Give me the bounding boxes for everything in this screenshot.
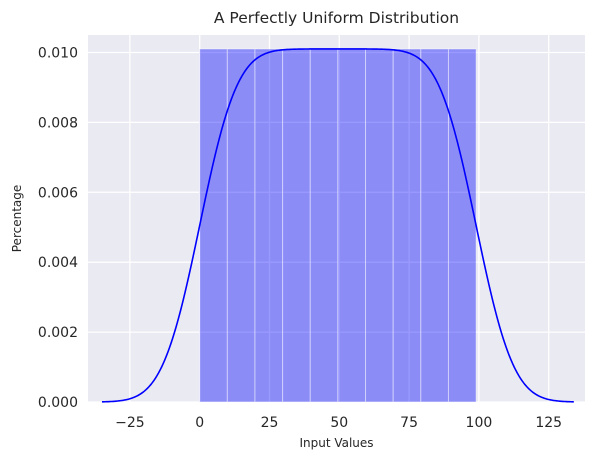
histogram-bar (392, 48, 422, 403)
density-line-layer (101, 48, 574, 403)
histogram-bar (447, 48, 477, 403)
x-tick-label: 0 (195, 415, 204, 431)
x-tick-label: −25 (115, 415, 145, 431)
y-tick-label: 0.008 (38, 115, 78, 131)
histogram-bar (420, 48, 449, 403)
grid-layer (88, 35, 585, 403)
histogram-bar (337, 48, 367, 403)
y-axis-label: Percentage (10, 185, 24, 253)
x-tick-label: 25 (261, 415, 279, 431)
y-tick-label: 0.004 (38, 255, 78, 271)
x-tick-label: 75 (400, 415, 418, 431)
x-tick-labels: −25 0 25 50 75 100 125 (115, 415, 562, 431)
histogram-bar (254, 48, 284, 403)
x-tick-label: 50 (330, 415, 348, 431)
histogram-bar (199, 48, 228, 403)
density-line (101, 48, 574, 403)
histogram-bars (199, 48, 477, 403)
y-tick-labels: 0.000 0.002 0.004 0.006 0.008 0.010 (38, 45, 78, 411)
histogram-bar (282, 48, 311, 403)
x-tick-label: 125 (535, 415, 562, 431)
histogram-bar (226, 48, 256, 403)
y-tick-label: 0.000 (38, 395, 78, 411)
histogram-bar (365, 48, 394, 403)
y-tick-label: 0.006 (38, 185, 78, 201)
x-axis-label: Input Values (299, 436, 373, 450)
x-tick-label: 100 (466, 415, 493, 431)
y-tick-label: 0.010 (38, 45, 78, 61)
plot-area (88, 35, 585, 402)
y-tick-label: 0.002 (38, 325, 78, 341)
histogram-bar (309, 48, 339, 403)
chart-title: A Perfectly Uniform Distribution (214, 9, 459, 27)
